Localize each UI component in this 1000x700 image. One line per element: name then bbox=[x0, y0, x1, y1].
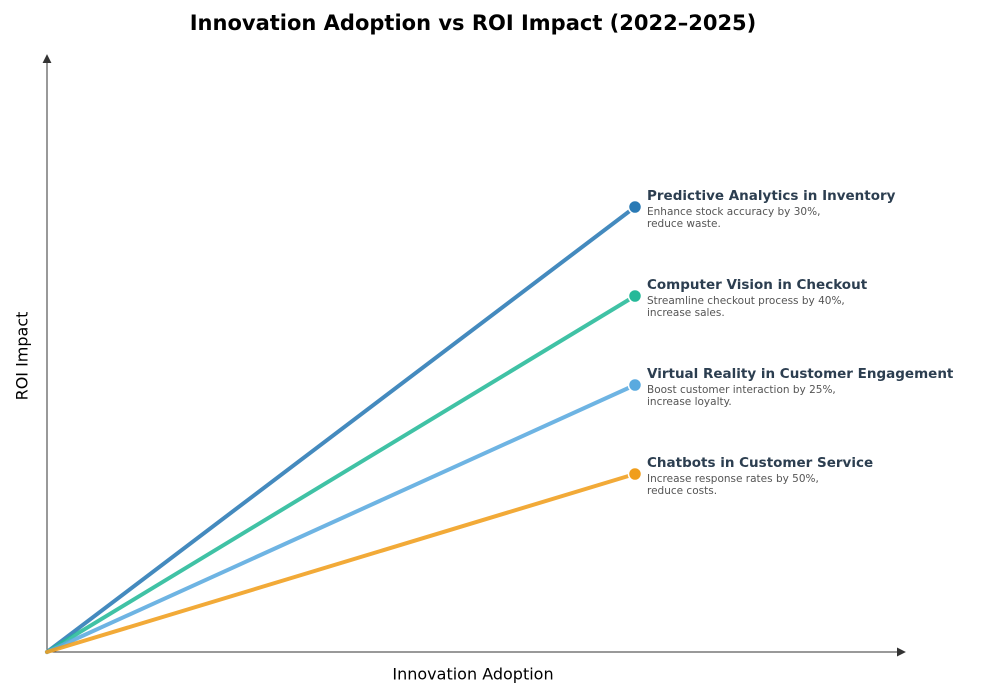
item-description: reduce costs. bbox=[647, 485, 717, 497]
end-point bbox=[627, 466, 643, 482]
item-title: Computer Vision in Checkout bbox=[647, 277, 868, 293]
item-title: Predictive Analytics in Inventory bbox=[647, 188, 896, 204]
item-description: Streamline checkout process by 40%, bbox=[647, 295, 845, 307]
item-description: increase loyalty. bbox=[647, 396, 732, 408]
item-title: Chatbots in Customer Service bbox=[647, 455, 873, 471]
item-description: increase sales. bbox=[647, 307, 725, 319]
trend-line bbox=[45, 294, 637, 654]
end-point bbox=[627, 377, 643, 393]
item-description: Boost customer interaction by 25%, bbox=[647, 384, 836, 396]
trend-line bbox=[45, 472, 637, 654]
item-title: Virtual Reality in Customer Engagement bbox=[647, 366, 954, 382]
end-point bbox=[627, 199, 643, 215]
item-description: reduce waste. bbox=[647, 218, 721, 230]
item-description: Increase response rates by 50%, bbox=[647, 473, 819, 485]
x-axis-label: Innovation Adoption bbox=[392, 665, 553, 684]
trend-line bbox=[45, 205, 637, 654]
chart-title: Innovation Adoption vs ROI Impact (2022–… bbox=[190, 11, 757, 35]
item-description: Enhance stock accuracy by 30%, bbox=[647, 206, 820, 218]
end-point bbox=[627, 288, 643, 304]
y-axis-label: ROI Impact bbox=[13, 312, 32, 401]
trend-line bbox=[45, 383, 637, 654]
